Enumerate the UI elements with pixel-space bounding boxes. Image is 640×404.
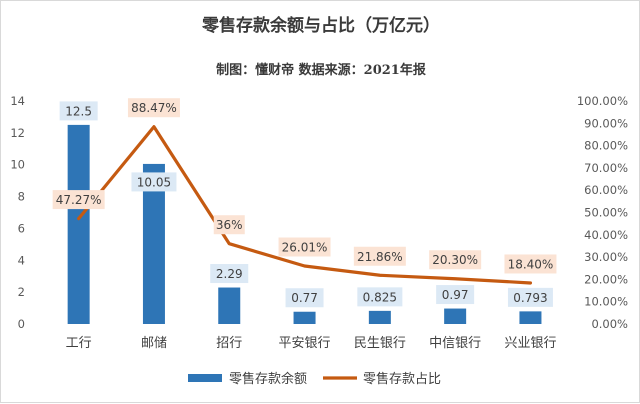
category-label: 民生银行 [354, 336, 406, 351]
line-data-label: 88.47% [131, 101, 177, 115]
category-label: 邮储 [141, 336, 167, 351]
left-tick-label: 0 [18, 317, 25, 331]
left-tick-label: 8 [18, 190, 25, 204]
right-tick-label: 40.00% [584, 228, 628, 242]
right-tick-label: 100.00% [577, 94, 628, 108]
right-tick-label: 50.00% [584, 206, 628, 220]
bar-data-label: 0.793 [513, 291, 547, 305]
legend-bar-swatch [188, 374, 222, 382]
line-data-label: 18.40% [508, 257, 554, 271]
bar [368, 310, 391, 324]
bar-data-label: 12.5 [65, 104, 92, 118]
line-point [453, 277, 457, 280]
right-tick-label: 80.00% [584, 139, 628, 153]
line-data-label: 47.27% [56, 193, 102, 207]
bar-data-label-bg [507, 287, 553, 307]
right-tick-label: 90.00% [584, 116, 628, 130]
line-point [152, 125, 156, 128]
data-labels: 12.5 10.05 2.29 0.77 0.825 0.97 0.793 47.27% 88.… [52, 98, 557, 308]
bar [444, 308, 467, 324]
category-label: 招行 [216, 336, 242, 351]
line-data-label: 20.30% [432, 253, 478, 267]
legend-bar-label: 零售存款余额 [229, 371, 307, 387]
category-axis: 工行 邮储 招行 平安银行 民生银行 中信银行 兴业银行 [66, 336, 557, 351]
left-tick-label: 14 [10, 94, 25, 108]
right-tick-label: 20.00% [584, 272, 628, 286]
left-tick-label: 2 [18, 285, 25, 299]
bar [142, 163, 165, 324]
left-tick-label: 10 [10, 158, 25, 172]
chart-subtitle: 制图：懂财帝 数据来源：2021年报 [216, 62, 427, 78]
bar-data-label: 0.77 [291, 291, 318, 305]
left-tick-label: 6 [18, 221, 25, 235]
bar-data-label-bg [436, 285, 475, 305]
left-axis: 0 2 4 6 8 10 12 14 [10, 94, 25, 331]
line-series [77, 125, 533, 285]
category-label: 中信银行 [429, 336, 481, 351]
bar-data-label-bg [131, 172, 177, 192]
bar-data-label: 2.29 [216, 267, 243, 281]
line-data-label-bg [278, 237, 331, 257]
bar-data-label-bg [210, 264, 249, 284]
bar-data-label-bg [357, 287, 403, 307]
line-data-label-bg [127, 98, 180, 118]
legend: 零售存款余额 零售存款占比 [188, 371, 441, 387]
right-tick-label: 0.00% [591, 317, 628, 331]
left-tick-label: 4 [18, 253, 25, 267]
right-axis: 0.00% 10.00% 20.00% 30.00% 40.00% 50.00% 60.00… [577, 94, 628, 331]
bar-data-label-bg [59, 101, 98, 121]
right-tick-label: 10.00% [584, 295, 628, 309]
bar [218, 287, 241, 324]
right-tick-label: 70.00% [584, 161, 628, 175]
legend-line-label: 零售存款占比 [363, 371, 441, 387]
line-data-label: 26.01% [282, 240, 328, 254]
right-tick-label: 60.00% [584, 183, 628, 197]
line-point [529, 281, 532, 285]
category-label: 平安银行 [279, 336, 331, 351]
line-point [228, 242, 231, 245]
bar-data-label: 10.05 [137, 175, 171, 189]
line-point [77, 217, 80, 220]
bar-data-label: 0.97 [442, 288, 469, 302]
chart-title: 零售存款余额与占比（万亿元） [201, 15, 440, 36]
right-tick-label: 30.00% [584, 250, 628, 264]
line-data-label-bg [353, 246, 406, 266]
line-data-label: 36% [216, 218, 243, 232]
line-point [303, 264, 306, 268]
bar-data-label: 0.825 [363, 290, 397, 304]
left-tick-label: 12 [10, 126, 25, 140]
bar-series [67, 124, 542, 325]
category-label: 工行 [66, 336, 92, 351]
line-data-label: 21.86% [357, 250, 403, 264]
bar-data-label-bg [285, 288, 324, 308]
line-data-label-bg [429, 250, 482, 270]
bar [293, 311, 316, 324]
line-data-label-bg [504, 254, 557, 274]
bar [67, 124, 90, 325]
bar [519, 311, 542, 324]
category-label: 兴业银行 [504, 336, 556, 351]
line-data-label-bg [52, 190, 105, 210]
line-point [378, 274, 382, 277]
line-data-label-bg [213, 215, 245, 235]
